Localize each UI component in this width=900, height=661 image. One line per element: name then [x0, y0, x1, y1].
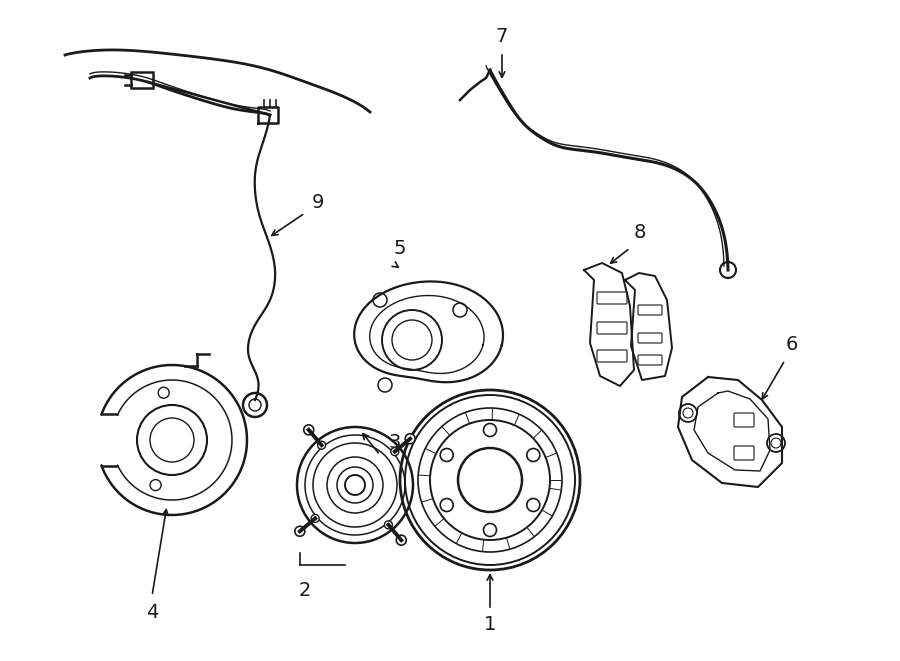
- Circle shape: [311, 514, 320, 522]
- Circle shape: [384, 521, 392, 529]
- Text: 3: 3: [389, 432, 401, 451]
- Circle shape: [303, 425, 314, 435]
- Circle shape: [295, 526, 305, 536]
- Text: 5: 5: [394, 239, 406, 258]
- Circle shape: [318, 441, 326, 449]
- Circle shape: [405, 434, 415, 444]
- Text: 7: 7: [496, 26, 508, 46]
- Circle shape: [391, 447, 399, 455]
- Text: 2: 2: [299, 580, 311, 600]
- Text: 8: 8: [634, 223, 646, 243]
- Text: 9: 9: [311, 194, 324, 212]
- Text: 1: 1: [484, 615, 496, 635]
- Text: 4: 4: [146, 602, 158, 621]
- Circle shape: [396, 535, 406, 545]
- Text: 6: 6: [786, 334, 798, 354]
